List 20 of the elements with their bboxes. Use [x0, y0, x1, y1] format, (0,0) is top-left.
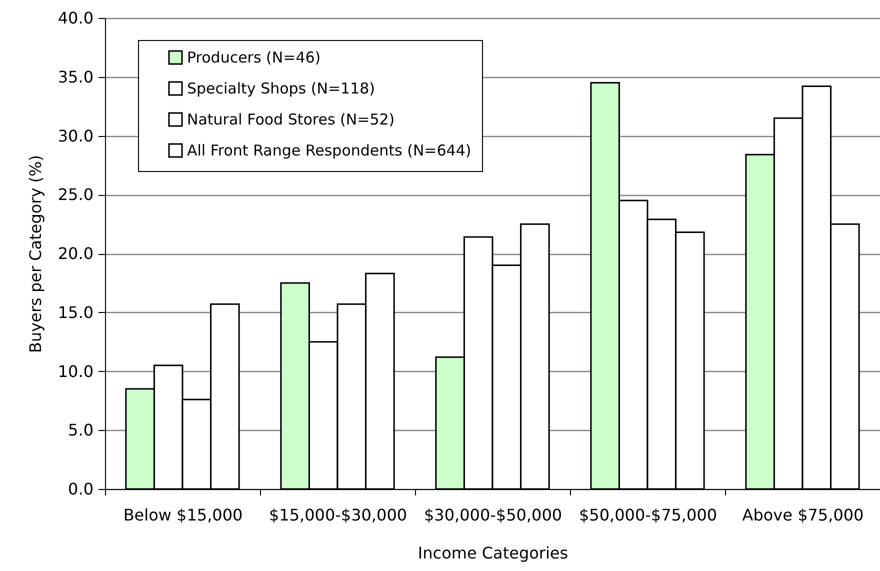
- x-tick-label: $30,000-$50,000: [424, 506, 562, 524]
- x-tick-label: Below $15,000: [123, 506, 243, 524]
- y-axis-title: Buyers per Category (%): [26, 155, 45, 353]
- x-tick-label: $15,000-$30,000: [268, 506, 408, 524]
- legend-label: Specialty Shops (N=118): [187, 80, 376, 98]
- y-tick-label: 40.0: [58, 8, 94, 28]
- y-tick-label: 25.0: [58, 185, 94, 204]
- legend-label: All Front Range Respondents (N=644): [187, 142, 472, 160]
- y-tick-label: 0.0: [68, 480, 94, 498]
- y-tick-label: 5.0: [68, 420, 94, 440]
- legend-label: Natural Food Stores (N=52): [187, 110, 395, 128]
- x-tick-label: $50,000-$75,000: [578, 506, 718, 524]
- x-axis-title: Income Categories: [418, 544, 568, 562]
- y-tick-label: 15.0: [58, 302, 94, 322]
- y-tick-label: 35.0: [58, 67, 94, 86]
- y-tick-label: 10.0: [58, 362, 94, 381]
- y-tick-label: 20.0: [58, 244, 94, 263]
- x-tick-label: Above $75,000: [742, 506, 864, 524]
- y-tick-label: 30.0: [58, 126, 94, 146]
- legend-label: Producers (N=46): [187, 48, 321, 66]
